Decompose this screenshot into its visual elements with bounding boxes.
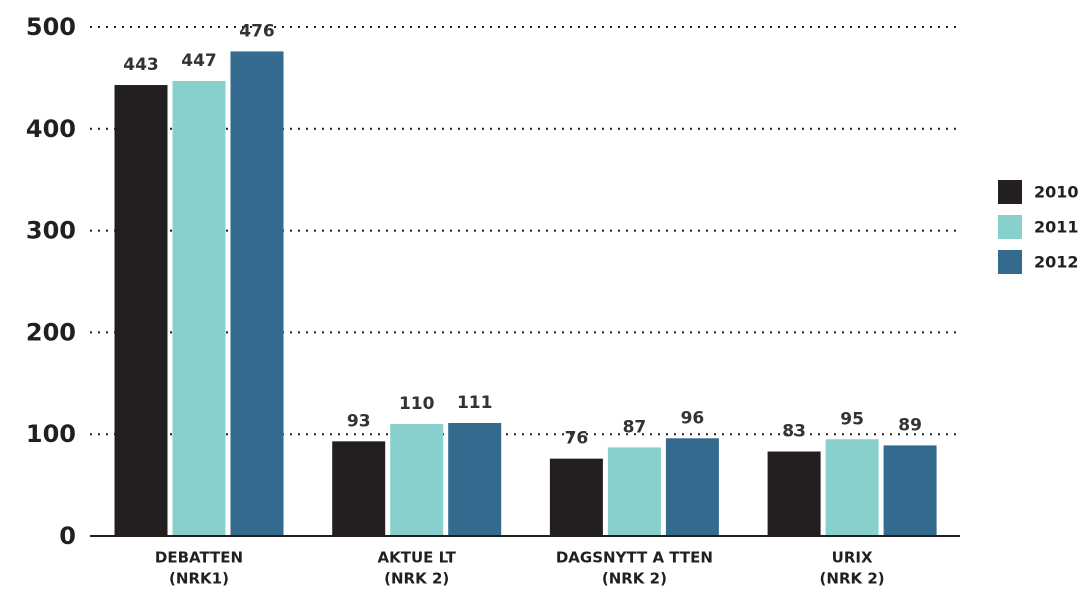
legend-swatch bbox=[998, 180, 1022, 204]
legend-label: 2010 bbox=[1034, 183, 1079, 202]
x-tick-label: (NRK 2) bbox=[602, 570, 667, 588]
x-tick-label: (NRK1) bbox=[169, 570, 229, 588]
value-label: 96 bbox=[681, 408, 705, 428]
value-label: 93 bbox=[347, 411, 371, 431]
bar bbox=[883, 445, 937, 536]
legend-swatch bbox=[998, 215, 1022, 239]
y-tick-label: 300 bbox=[26, 217, 76, 245]
value-label: 87 bbox=[623, 417, 647, 437]
x-tick-label: URIX bbox=[832, 549, 873, 567]
x-tick-label: (NRK 2) bbox=[820, 570, 885, 588]
value-label: 476 bbox=[239, 21, 275, 41]
x-tick-label: DEBATTEN bbox=[155, 549, 243, 567]
y-tick-label: 400 bbox=[26, 115, 76, 143]
legend-label: 2012 bbox=[1034, 253, 1079, 272]
value-label: 89 bbox=[898, 415, 922, 435]
bar bbox=[665, 438, 719, 536]
y-tick-label: 0 bbox=[59, 522, 76, 550]
x-tick-label: DAGSNYTT A TTEN bbox=[556, 549, 713, 567]
value-label: 447 bbox=[181, 51, 217, 71]
y-tick-label: 500 bbox=[26, 13, 76, 41]
legend-label: 2011 bbox=[1034, 218, 1079, 237]
bar bbox=[825, 439, 879, 536]
y-tick-label: 100 bbox=[26, 420, 76, 448]
bar bbox=[767, 451, 821, 536]
legend-swatch bbox=[998, 250, 1022, 274]
bar bbox=[172, 80, 226, 536]
bar bbox=[114, 85, 168, 536]
bar bbox=[332, 441, 386, 536]
bar bbox=[390, 424, 444, 536]
value-label: 443 bbox=[123, 55, 159, 75]
value-label: 95 bbox=[840, 409, 864, 429]
y-tick-label: 200 bbox=[26, 318, 76, 346]
value-label: 110 bbox=[399, 394, 435, 414]
x-tick-label: AKTUE LT bbox=[377, 549, 456, 567]
value-label: 83 bbox=[782, 422, 806, 442]
x-tick-label: (NRK 2) bbox=[384, 570, 449, 588]
value-label: 76 bbox=[565, 429, 589, 449]
bar bbox=[448, 423, 502, 536]
bar bbox=[607, 447, 661, 536]
value-label: 111 bbox=[457, 393, 493, 413]
bar bbox=[230, 51, 284, 536]
bar bbox=[549, 458, 603, 536]
